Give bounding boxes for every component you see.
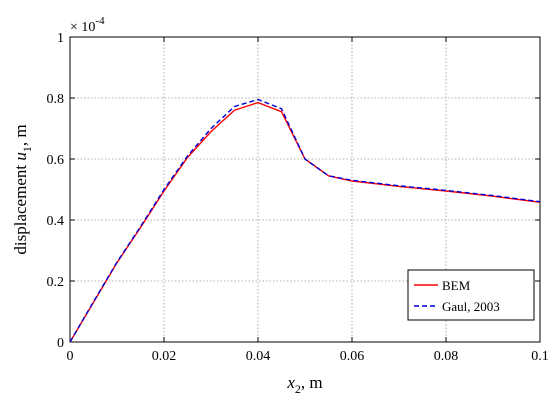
x-tick-label: 0.02 <box>152 349 177 364</box>
y-tick-label: 0.4 <box>47 214 65 229</box>
x-tick-label: 0.06 <box>340 349 365 364</box>
legend-label: BEM <box>442 278 471 293</box>
y-tick-label: 0.2 <box>47 275 65 290</box>
legend-label: Gaul, 2003 <box>442 299 500 314</box>
y-tick-label: 1 <box>57 31 64 46</box>
x-axis-label: x2, m <box>286 373 322 396</box>
x-tick-label: 0.1 <box>531 349 549 364</box>
plot-frame <box>69 36 541 343</box>
y-tick-label: 0.8 <box>47 92 65 107</box>
x-tick-label: 0 <box>67 349 74 364</box>
legend: BEM Gaul, 2003 <box>407 269 535 321</box>
x-tick-label: 0.08 <box>434 349 459 364</box>
series-lines <box>69 98 541 343</box>
x-tick-label: 0.04 <box>246 349 271 364</box>
y-tick-label: 0 <box>57 336 64 351</box>
y-tick-label: 0.6 <box>47 153 65 168</box>
legend-box <box>407 269 535 321</box>
series-line-gaul-2003 <box>69 98 541 343</box>
y-axis-label: displacement u1, m <box>11 124 34 254</box>
y-exponent-label: × 10-4 <box>70 15 105 35</box>
ticks: 0 0.02 0.04 0.06 0.08 0.1 0 0.2 0.4 0.6 0.8 1 <box>47 31 549 364</box>
